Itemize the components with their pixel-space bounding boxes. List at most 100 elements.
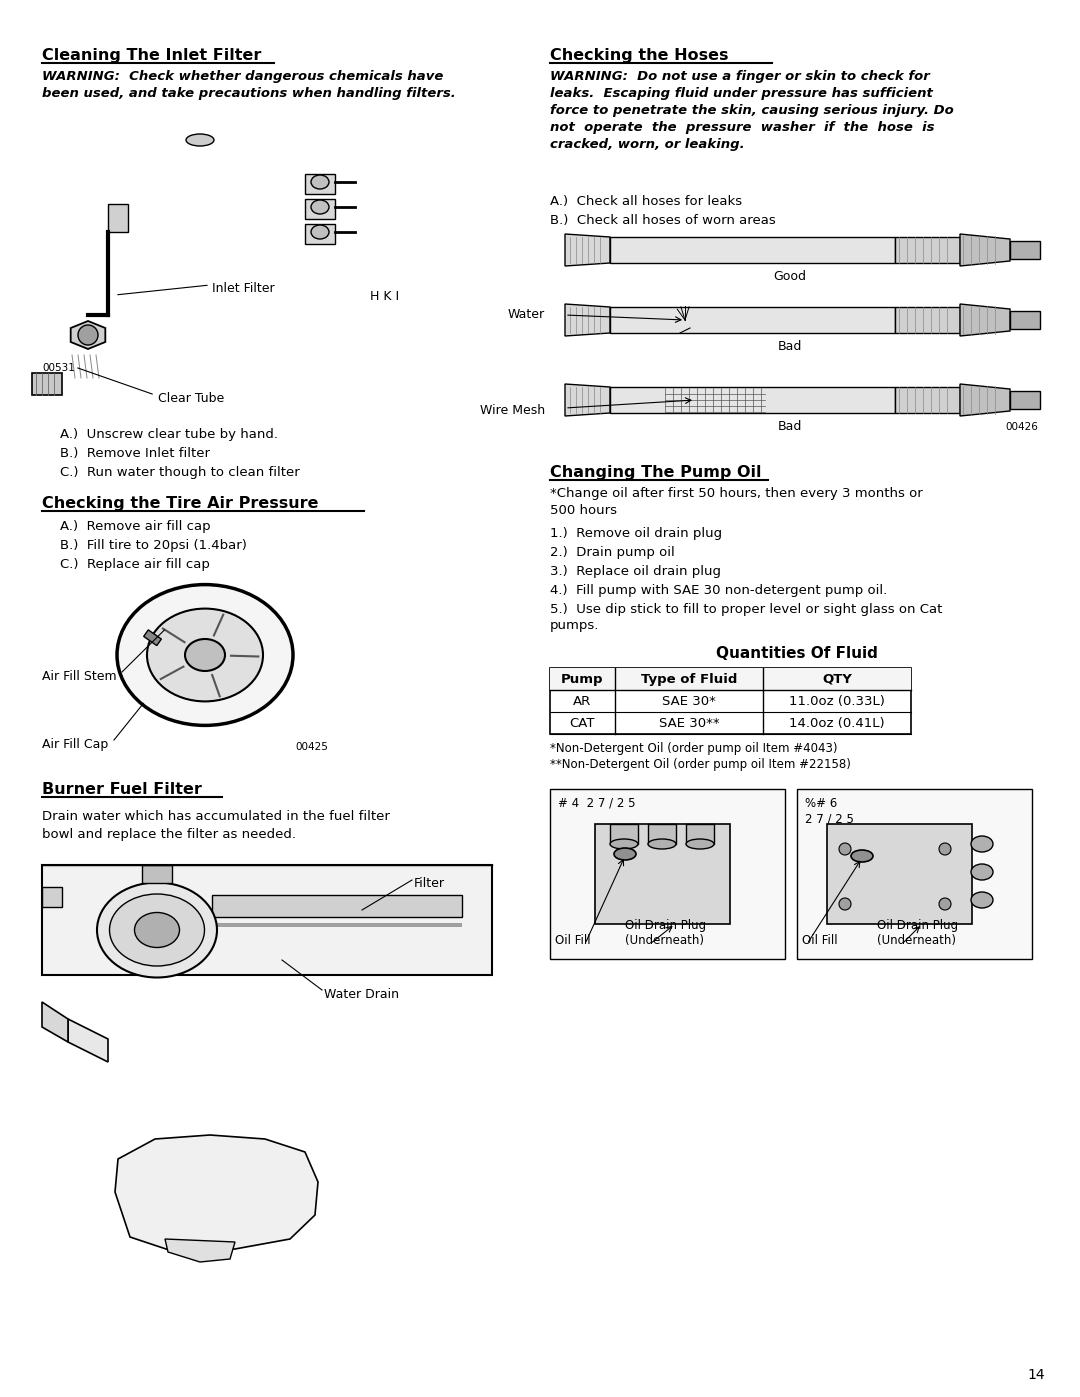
- Text: Water Drain: Water Drain: [324, 988, 399, 1002]
- Bar: [1010, 391, 1040, 409]
- Text: C.)  Replace air fill cap: C.) Replace air fill cap: [60, 557, 210, 571]
- Ellipse shape: [971, 893, 993, 908]
- Ellipse shape: [117, 584, 293, 725]
- Bar: [595, 824, 730, 923]
- Text: Clear Tube: Clear Tube: [158, 393, 225, 405]
- Bar: [1010, 312, 1040, 330]
- Bar: [1010, 242, 1040, 258]
- Text: B.)  Check all hoses of worn areas: B.) Check all hoses of worn areas: [550, 214, 775, 226]
- Text: 2.)  Drain pump oil: 2.) Drain pump oil: [550, 546, 675, 559]
- Text: Cleaning The Inlet Filter: Cleaning The Inlet Filter: [42, 47, 261, 63]
- Text: Bad: Bad: [778, 339, 802, 353]
- Bar: [305, 198, 335, 219]
- Circle shape: [939, 842, 951, 855]
- Polygon shape: [114, 1134, 318, 1252]
- Text: H K I: H K I: [370, 291, 400, 303]
- Polygon shape: [565, 384, 610, 416]
- Text: # 4  2 7 / 2 5: # 4 2 7 / 2 5: [558, 798, 635, 810]
- Bar: [212, 895, 462, 916]
- Ellipse shape: [135, 912, 179, 947]
- Text: A.)  Unscrew clear tube by hand.: A.) Unscrew clear tube by hand.: [60, 427, 278, 441]
- Bar: [141, 865, 172, 883]
- Text: Air Fill Stem: Air Fill Stem: [42, 671, 117, 683]
- Polygon shape: [960, 305, 1010, 337]
- Bar: [610, 387, 895, 414]
- Text: Quantities Of Fluid: Quantities Of Fluid: [716, 645, 878, 661]
- Text: 00425: 00425: [295, 742, 328, 752]
- Text: Burner Fuel Filter: Burner Fuel Filter: [42, 782, 202, 798]
- Text: **Non-Detergent Oil (order pump oil Item #22158): **Non-Detergent Oil (order pump oil Item…: [550, 759, 851, 771]
- Bar: [32, 373, 62, 395]
- Polygon shape: [565, 235, 610, 265]
- Circle shape: [839, 898, 851, 909]
- Text: Water: Water: [508, 309, 545, 321]
- Text: 14: 14: [1027, 1368, 1045, 1382]
- Bar: [610, 237, 895, 263]
- Text: Wire Mesh: Wire Mesh: [480, 404, 545, 416]
- Text: 11.0oz (0.33L): 11.0oz (0.33L): [789, 694, 885, 708]
- Polygon shape: [565, 305, 610, 337]
- Ellipse shape: [147, 609, 264, 701]
- Ellipse shape: [615, 848, 636, 861]
- Bar: [610, 307, 895, 332]
- Ellipse shape: [610, 840, 638, 849]
- Ellipse shape: [97, 883, 217, 978]
- Text: 00426: 00426: [1005, 422, 1038, 432]
- Bar: [42, 865, 492, 975]
- Text: Oil Fill: Oil Fill: [555, 935, 591, 947]
- Text: 3.)  Replace oil drain plug: 3.) Replace oil drain plug: [550, 564, 721, 578]
- Text: 1.)  Remove oil drain plug: 1.) Remove oil drain plug: [550, 527, 723, 541]
- Text: Oil Drain Plug
(Underneath): Oil Drain Plug (Underneath): [877, 919, 958, 947]
- Bar: [895, 307, 960, 332]
- Bar: [550, 789, 785, 958]
- Bar: [144, 630, 161, 645]
- Polygon shape: [960, 235, 1010, 265]
- Circle shape: [78, 326, 98, 345]
- Text: B.)  Fill tire to 20psi (1.4bar): B.) Fill tire to 20psi (1.4bar): [60, 539, 247, 552]
- Text: Bad: Bad: [778, 420, 802, 433]
- Text: Drain water which has accumulated in the fuel filter
bowl and replace the filter: Drain water which has accumulated in the…: [42, 810, 390, 841]
- Ellipse shape: [109, 894, 204, 965]
- Text: Oil Fill: Oil Fill: [802, 935, 838, 947]
- Bar: [648, 824, 676, 844]
- Text: Checking the Hoses: Checking the Hoses: [550, 47, 729, 63]
- Text: CAT: CAT: [570, 717, 595, 731]
- Text: 5.)  Use dip stick to fill to proper level or sight glass on Cat
pumps.: 5.) Use dip stick to fill to proper leve…: [550, 604, 943, 631]
- Text: Pump: Pump: [562, 673, 604, 686]
- Ellipse shape: [971, 863, 993, 880]
- Ellipse shape: [185, 638, 225, 671]
- Ellipse shape: [311, 200, 329, 214]
- Ellipse shape: [311, 225, 329, 239]
- Bar: [108, 204, 129, 232]
- Text: Good: Good: [773, 270, 807, 284]
- Bar: [686, 824, 714, 844]
- Circle shape: [839, 842, 851, 855]
- Bar: [42, 887, 62, 907]
- Polygon shape: [960, 384, 1010, 416]
- Ellipse shape: [686, 840, 714, 849]
- Polygon shape: [68, 1018, 108, 1062]
- Text: WARNING:  Check whether dangerous chemicals have
been used, and take precautions: WARNING: Check whether dangerous chemica…: [42, 70, 456, 101]
- Bar: [212, 923, 462, 928]
- Text: QTY: QTY: [822, 673, 852, 686]
- Text: Type of Fluid: Type of Fluid: [640, 673, 738, 686]
- Text: AR: AR: [573, 694, 592, 708]
- Text: WARNING:  Do not use a finger or skin to check for
leaks.  Escaping fluid under : WARNING: Do not use a finger or skin to …: [550, 70, 954, 151]
- Text: Oil Drain Plug
(Underneath): Oil Drain Plug (Underneath): [625, 919, 706, 947]
- Bar: [797, 789, 1032, 958]
- Text: %# 6
2 7 / 2 5: %# 6 2 7 / 2 5: [805, 798, 854, 826]
- Text: Filter: Filter: [414, 877, 445, 890]
- Circle shape: [939, 898, 951, 909]
- Bar: [550, 668, 912, 733]
- Text: B.)  Remove Inlet filter: B.) Remove Inlet filter: [60, 447, 210, 460]
- Polygon shape: [165, 1239, 235, 1261]
- Text: *Change oil after first 50 hours, then every 3 months or
500 hours: *Change oil after first 50 hours, then e…: [550, 488, 922, 517]
- Polygon shape: [42, 1002, 68, 1042]
- Ellipse shape: [186, 134, 214, 147]
- Text: Inlet Filter: Inlet Filter: [212, 282, 274, 295]
- Text: SAE 30*: SAE 30*: [662, 694, 716, 708]
- Ellipse shape: [851, 849, 873, 862]
- Text: Air Fill Cap: Air Fill Cap: [42, 738, 108, 752]
- Bar: [895, 387, 960, 414]
- Text: A.)  Remove air fill cap: A.) Remove air fill cap: [60, 520, 211, 534]
